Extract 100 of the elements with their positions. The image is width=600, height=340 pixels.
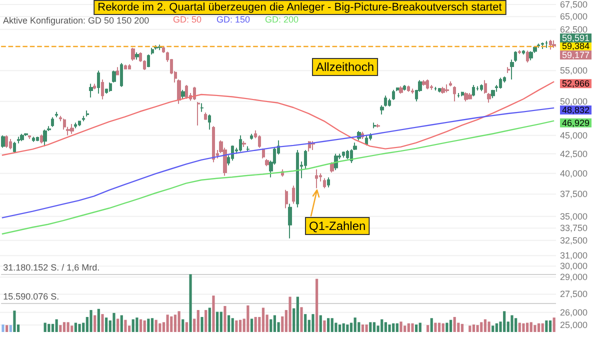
bar	[411, 323, 414, 332]
candlestick	[376, 124, 380, 128]
y-tick-label: 37,500	[560, 189, 588, 200]
candlestick	[242, 140, 246, 148]
candlestick	[147, 54, 150, 68]
candlestick	[70, 124, 74, 134]
bar	[503, 311, 506, 332]
candlestick	[311, 140, 315, 151]
candlestick	[212, 126, 215, 163]
bar	[147, 318, 150, 332]
bar	[369, 322, 372, 332]
candlestick	[40, 134, 43, 144]
bar	[74, 322, 78, 332]
candlestick	[426, 79, 429, 90]
ref-line-label: 15.590.076 S.	[3, 292, 60, 302]
bar	[250, 318, 254, 332]
y-tick-label: 40,000	[560, 168, 588, 178]
bar	[495, 323, 498, 332]
bar	[2, 324, 4, 332]
bar	[342, 323, 345, 332]
candlestick	[346, 150, 349, 160]
candlestick	[9, 138, 12, 150]
bar	[220, 312, 222, 332]
bar	[59, 325, 62, 332]
bar	[426, 325, 430, 332]
candlestick	[403, 84, 406, 92]
candlestick	[388, 98, 391, 108]
bar	[449, 320, 452, 332]
candlestick	[438, 88, 441, 93]
y-tick-label: 25,000	[560, 320, 588, 330]
bar	[224, 306, 226, 332]
candlestick	[518, 50, 521, 54]
candlestick	[330, 162, 334, 174]
bar	[510, 315, 514, 332]
bar	[231, 318, 234, 332]
candlestick	[158, 44, 162, 51]
bar	[254, 316, 257, 332]
bar	[552, 318, 556, 332]
bar	[472, 324, 476, 332]
bar	[514, 318, 518, 332]
candlestick	[453, 86, 456, 102]
candlestick	[411, 88, 414, 94]
candlestick	[522, 50, 525, 56]
bar	[338, 324, 342, 332]
bar	[6, 325, 8, 332]
bar	[124, 320, 127, 332]
text: GD: 200	[265, 14, 299, 24]
candlestick	[288, 203, 292, 239]
candlestick	[365, 134, 368, 146]
y-tick-label: 29,000	[560, 272, 588, 282]
bar	[400, 322, 402, 332]
candlestick	[285, 189, 288, 209]
bar	[304, 314, 307, 332]
bar	[316, 278, 318, 332]
bar	[492, 326, 494, 332]
bar	[48, 324, 50, 332]
bar	[70, 326, 74, 332]
candlestick	[135, 52, 139, 60]
annotation: Q1-Zahlen	[309, 219, 366, 233]
candlestick	[472, 84, 475, 97]
bar	[166, 314, 169, 332]
data-label: 52,966	[562, 78, 590, 89]
bar	[212, 296, 215, 332]
candlestick	[422, 80, 426, 86]
candlestick	[208, 114, 211, 130]
bar	[170, 316, 173, 332]
bar	[9, 325, 12, 332]
candlestick	[74, 122, 77, 129]
bar	[392, 323, 395, 332]
bar	[13, 310, 16, 332]
candlestick	[384, 95, 387, 108]
bar	[90, 310, 92, 332]
ref-line-label: 31.180.152 S. / 1,6 Mrd.	[3, 262, 100, 273]
candlestick	[491, 89, 495, 99]
bar	[446, 322, 448, 332]
bar	[300, 307, 303, 332]
bar	[476, 325, 479, 332]
bar	[526, 322, 529, 332]
candlestick	[480, 84, 483, 92]
bar	[143, 320, 146, 332]
bar	[208, 308, 211, 332]
bar	[361, 324, 364, 332]
bar	[534, 325, 536, 332]
bar	[174, 314, 177, 332]
candlestick	[373, 122, 376, 129]
bar	[62, 322, 66, 332]
candlestick	[177, 79, 181, 104]
candlestick	[445, 84, 449, 93]
candlestick	[51, 116, 54, 128]
candlestick	[101, 79, 104, 100]
candlestick	[43, 129, 47, 147]
candlestick	[510, 59, 514, 80]
y-tick-label: 27,500	[560, 289, 588, 300]
text: 59,177	[562, 50, 590, 60]
candlestick	[231, 145, 234, 162]
candlestick	[86, 110, 89, 118]
candlestick	[327, 176, 330, 188]
candlestick	[131, 47, 135, 62]
candlestick	[529, 50, 533, 61]
candlestick	[549, 39, 552, 50]
